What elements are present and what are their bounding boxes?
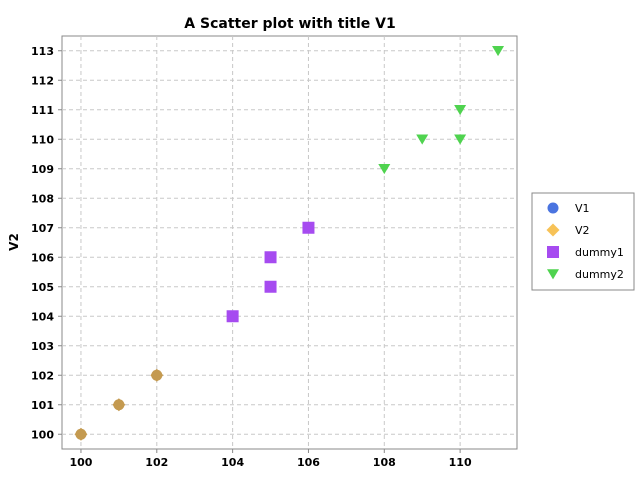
point-dummy2 <box>492 45 505 57</box>
legend-marker-v2 <box>546 223 560 237</box>
y-tick-label: 102 <box>31 369 54 382</box>
x-tick-label: 100 <box>69 456 92 469</box>
point-v2 <box>112 398 126 412</box>
y-tick-label: 108 <box>31 192 54 205</box>
y-tick-label: 103 <box>31 340 54 353</box>
legend-box <box>531 192 635 291</box>
y-tick-label: 112 <box>31 74 54 87</box>
point-dummy2 <box>378 163 391 175</box>
plot-area <box>61 35 518 450</box>
point-layer <box>74 45 505 441</box>
point-dummy1 <box>264 251 277 264</box>
point-dummy2 <box>454 104 467 116</box>
point-dummy2 <box>416 134 429 145</box>
legend-label-v1: V1 <box>575 202 590 215</box>
grid-layer <box>62 36 517 449</box>
chart-title: A Scatter plot with title V1 <box>184 16 395 32</box>
x-tick-label: 104 <box>221 456 244 469</box>
y-tick-label: 111 <box>31 104 54 117</box>
y-tick-label: 105 <box>31 281 54 294</box>
point-dummy2 <box>454 134 467 145</box>
legend-label-dummy1: dummy1 <box>575 246 624 259</box>
x-tick-label: 102 <box>145 456 168 469</box>
y-tick-label: 107 <box>31 222 54 235</box>
legend-label-v2: V2 <box>575 224 590 237</box>
tick-layer: 100 102 104 106 108 110 100 101 102 103 104 105 106 1… <box>31 45 472 469</box>
point-v2 <box>74 427 88 441</box>
point-v2 <box>150 368 164 382</box>
x-tick-label: 106 <box>297 456 320 469</box>
x-tick-label: 108 <box>373 456 396 469</box>
y-tick-label: 101 <box>31 399 54 412</box>
y-tick-label: 100 <box>31 428 54 441</box>
legend-label-dummy2: dummy2 <box>575 268 624 281</box>
legend: V1 V2 dummy1 dummy2 <box>531 192 635 291</box>
y-tick-label: 113 <box>31 45 54 58</box>
legend-marker-v1 <box>547 202 559 214</box>
y-tick-label: 109 <box>31 163 54 176</box>
point-dummy1 <box>226 310 239 323</box>
y-axis-label: V2 <box>7 233 21 251</box>
y-tick-label: 106 <box>31 251 54 264</box>
point-dummy1 <box>302 221 315 234</box>
y-tick-label: 104 <box>31 310 54 323</box>
x-tick-label: 110 <box>449 456 472 469</box>
point-dummy1 <box>264 280 277 293</box>
legend-marker-dummy2 <box>547 269 559 280</box>
legend-marker-dummy1 <box>547 246 559 258</box>
y-tick-label: 110 <box>31 133 54 146</box>
